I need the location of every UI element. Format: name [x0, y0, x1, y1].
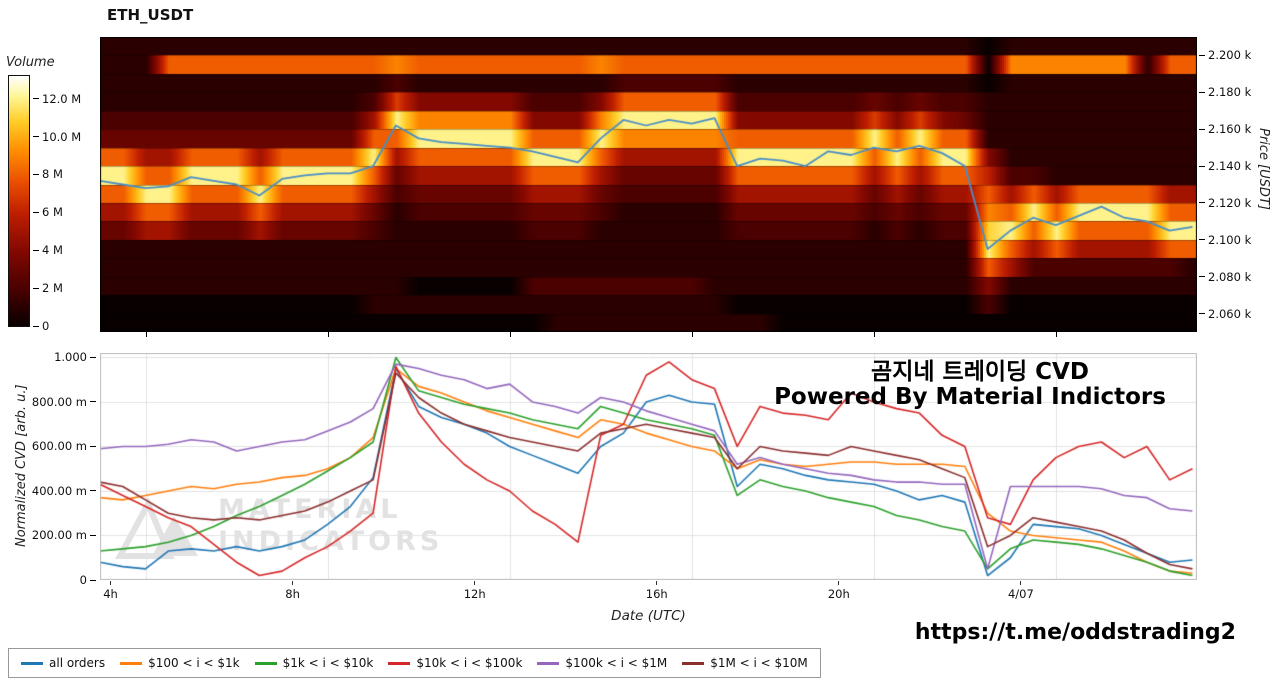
colorbar-tick-label: 10.0 M — [33, 130, 81, 144]
heatmap-x-tick — [873, 332, 875, 337]
legend-item-all-orders: all orders — [21, 656, 105, 670]
price-tick-label: 2.160 k — [1199, 122, 1251, 136]
heatmap-x-tick — [1055, 332, 1057, 337]
price-tick-label: 2.200 k — [1199, 48, 1251, 62]
legend-label: $10k < i < $100k — [416, 656, 523, 670]
legend-item-1k-10k: $1k < i < $10k — [254, 656, 374, 670]
heatmap-x-ticks — [100, 332, 1197, 338]
cvd-y-ticks: 1.000 800.00 m 600.00 m 400.00 m 200.00 m 0 — [0, 350, 98, 587]
legend-swatch-100-1k — [120, 661, 143, 665]
volume-colorbar — [8, 75, 30, 327]
legend-swatch-all-orders — [21, 661, 43, 665]
cvd-x-tick-label: 8h — [258, 581, 328, 601]
colorbar-gradient — [9, 76, 29, 326]
legend-item-1M-10M: $1M < i < $10M — [682, 656, 808, 670]
cvd-x-axis-title: Date (UTC) — [611, 608, 686, 624]
legend-swatch-1M-10M — [682, 661, 705, 665]
cvd-x-tick-label: 12h — [440, 581, 510, 601]
volume-price-heatmap — [100, 37, 1197, 332]
colorbar-title: Volume — [6, 55, 55, 70]
heatmap-x-tick — [509, 332, 511, 337]
legend-swatch-1k-10k — [254, 661, 277, 665]
legend-label: all orders — [49, 656, 106, 670]
legend-label: $100 < i < $1k — [148, 656, 240, 670]
colorbar-tick-label: 4 M — [33, 243, 63, 257]
cvd-y-tick-label: 200.00 m — [32, 528, 96, 542]
colorbar-ticks: 12.0 M 10.0 M 8 M 6 M 4 M 2 M 0 — [33, 76, 95, 333]
heatmap-x-tick — [691, 332, 693, 337]
heatmap-x-tick — [145, 332, 147, 337]
legend-item-100k-1M: $100k < i < $1M — [537, 656, 667, 670]
legend-label: $100k < i < $1M — [565, 656, 668, 670]
cvd-line-chart — [100, 353, 1197, 580]
price-tick-label: 2.140 k — [1199, 159, 1251, 173]
legend-swatch-100k-1M — [537, 661, 560, 665]
colorbar-tick-label: 12.0 M — [33, 92, 81, 106]
annotation-korean-title: 곰지네 트레이딩 CVD — [871, 359, 1089, 385]
legend-item-10k-100k: $10k < i < $100k — [388, 656, 522, 670]
cvd-x-tick-label: 20h — [804, 581, 874, 601]
price-tick-label: 2.100 k — [1199, 233, 1251, 247]
colorbar-tick-label: 6 M — [33, 205, 63, 219]
price-tick-label: 2.180 k — [1199, 85, 1251, 99]
price-tick-label: 2.080 k — [1199, 270, 1251, 284]
cvd-y-tick-label: 1.000 — [54, 350, 96, 364]
cvd-y-tick-label: 800.00 m — [32, 395, 96, 409]
annotation-powered-by: Powered By Material Indictors — [774, 384, 1166, 410]
legend-swatch-10k-100k — [388, 661, 411, 665]
chart-title: ETH_USDT — [107, 6, 194, 24]
price-tick-label: 2.060 k — [1199, 307, 1251, 321]
legend-item-100-1k: $100 < i < $1k — [120, 656, 240, 670]
cvd-y-tick-label: 400.00 m — [32, 484, 96, 498]
annotation-telegram-url: https://t.me/oddstrading2 — [914, 620, 1236, 645]
legend-label: $1k < i < $10k — [282, 656, 374, 670]
cvd-x-ticks: 4h 8h 12h 16h 20h 4/07 — [100, 581, 1197, 607]
cvd-x-tick-label: 4h — [76, 581, 146, 601]
legend-label: $1M < i < $10M — [710, 656, 808, 670]
colorbar-tick-label: 8 M — [33, 167, 63, 181]
legend: all orders $100 < i < $1k $1k < i < $10k… — [8, 648, 821, 678]
price-axis-title: Price [USDT] — [1256, 128, 1271, 210]
cvd-x-tick-label: 4/07 — [986, 581, 1056, 601]
colorbar-tick-label: 2 M — [33, 281, 63, 295]
colorbar-tick-label: 0 — [33, 319, 49, 333]
heatmap-x-tick — [327, 332, 329, 337]
price-tick-label: 2.120 k — [1199, 196, 1251, 210]
cvd-y-tick-label: 600.00 m — [32, 439, 96, 453]
cvd-x-tick-label: 16h — [622, 581, 692, 601]
cvd-y-tick-label: 0 — [80, 573, 96, 587]
price-axis-ticks: 2.200 k 2.180 k 2.160 k 2.140 k 2.120 k 2.100… — [1199, 37, 1277, 332]
